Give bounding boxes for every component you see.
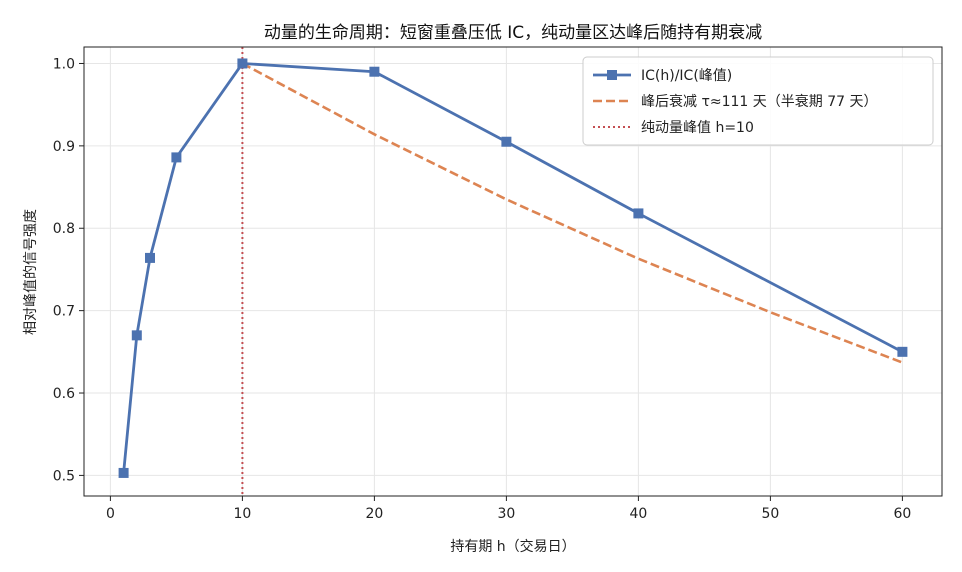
x-tick-label: 30 (497, 506, 515, 522)
legend-label: 峰后衰减 τ≈111 天（半衰期 77 天） (641, 93, 878, 110)
y-tick-label: 0.6 (53, 386, 75, 402)
ic-point (897, 346, 908, 357)
ic-point (118, 467, 129, 478)
ic-point (171, 152, 182, 163)
plot-frame (83, 46, 943, 497)
x-tick-label: 50 (761, 506, 779, 522)
x-tick-label: 20 (365, 506, 383, 522)
x-axis-label: 持有期 h（交易日） (450, 538, 575, 555)
x-tick-label: 0 (106, 506, 115, 522)
legend-label: 纯动量峰值 h=10 (641, 120, 754, 136)
ic-point (145, 252, 155, 263)
ic-point (369, 66, 380, 77)
y-tick-label: 1.0 (53, 56, 75, 72)
x-tick-label: 60 (893, 506, 911, 522)
y-tick-label: 0.8 (53, 221, 75, 237)
series-layer (118, 47, 908, 496)
chart-title: 动量的生命周期：短窗重叠压低 IC，纯动量区达峰后随持有期衰减 (264, 23, 762, 43)
decay-line (241, 62, 903, 364)
ticks: 0 10 20 30 40 50 60 0.5 0.6 0.7 0.8 0.9 1.0 (53, 56, 912, 522)
x-tick-label: 40 (629, 506, 647, 522)
legend-marker-ic (607, 70, 617, 80)
legend-box (582, 56, 934, 146)
y-tick-label: 0.7 (53, 304, 75, 320)
y-axis-label: 相对峰值的信号强度 (23, 209, 39, 335)
x-tick-label: 10 (233, 506, 251, 522)
ic-point (131, 330, 142, 341)
legend-label: IC(h)/IC(峰值) (641, 68, 732, 84)
ic-point (501, 136, 512, 147)
ic-point (633, 208, 644, 219)
legend: IC(h)/IC(峰值) 峰后衰减 τ≈111 天（半衰期 77 天） 纯动量峰值 … (582, 56, 934, 146)
y-tick-label: 0.5 (53, 468, 75, 484)
y-tick-label: 0.9 (53, 139, 75, 155)
ic-point (237, 58, 248, 69)
